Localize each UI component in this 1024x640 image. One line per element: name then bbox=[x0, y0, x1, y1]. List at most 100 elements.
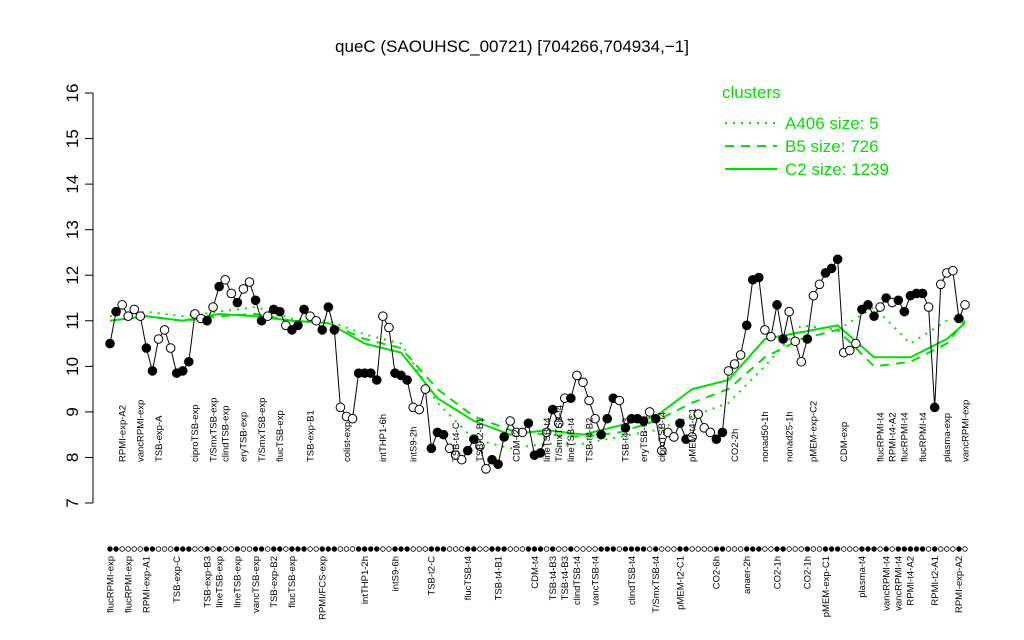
sample-point bbox=[111, 306, 121, 317]
sample-point bbox=[693, 409, 703, 419]
sample-point bbox=[547, 404, 558, 415]
sample-marker bbox=[616, 546, 623, 552]
sample-marker bbox=[925, 546, 932, 552]
sample-marker bbox=[507, 546, 513, 552]
sample-point bbox=[365, 368, 376, 378]
sample-marker bbox=[380, 546, 386, 552]
sample-marker bbox=[149, 546, 156, 552]
sample-marker bbox=[822, 546, 829, 552]
legend-title: clusters bbox=[722, 83, 781, 102]
x-tick-label: TSB-t2-B1 bbox=[475, 418, 486, 462]
sample-point bbox=[475, 441, 485, 451]
y-tick-label: 8 bbox=[63, 453, 82, 462]
sample-point bbox=[208, 302, 218, 312]
sample-marker bbox=[653, 546, 659, 552]
sample-point bbox=[814, 279, 825, 290]
sample-point bbox=[499, 432, 509, 442]
y-tick-label: 9 bbox=[63, 407, 82, 416]
x-tick-label: vancRPMI-exp bbox=[136, 400, 147, 462]
x-tick-label: lineTSB-t4 bbox=[542, 418, 553, 462]
sample-marker bbox=[847, 546, 853, 552]
sample-marker bbox=[549, 546, 556, 552]
sample-marker bbox=[240, 546, 247, 552]
sample-marker bbox=[762, 546, 768, 552]
sample-point bbox=[220, 274, 231, 285]
sample-marker bbox=[950, 546, 956, 552]
sample-point bbox=[117, 300, 127, 310]
x-tick-label: ciproTSB-exp bbox=[190, 404, 201, 462]
sample-marker bbox=[113, 546, 119, 552]
sample-point bbox=[899, 306, 910, 317]
x-tick-label: vancRPMI-t4 bbox=[881, 556, 892, 611]
sample-marker bbox=[325, 546, 331, 552]
sample-point bbox=[760, 325, 770, 335]
sample-point bbox=[262, 311, 273, 322]
sample-marker bbox=[343, 546, 350, 552]
sample-marker bbox=[865, 546, 871, 552]
sample-marker bbox=[701, 546, 707, 552]
sample-marker bbox=[525, 546, 532, 552]
legend-label: B5 size: 726 bbox=[785, 137, 879, 156]
sample-marker bbox=[271, 546, 277, 552]
sample-marker bbox=[174, 546, 180, 552]
sample-point bbox=[250, 295, 261, 306]
sample-marker bbox=[689, 546, 695, 552]
x-tick-label: RPMI/FCS-exp bbox=[318, 556, 329, 620]
sample-marker bbox=[483, 546, 489, 552]
sample-marker bbox=[877, 546, 883, 552]
sample-point bbox=[274, 306, 285, 317]
sample-point bbox=[772, 300, 782, 310]
sample-marker bbox=[853, 546, 859, 552]
sample-point bbox=[596, 429, 606, 440]
sample-marker bbox=[962, 546, 968, 552]
sample-marker bbox=[519, 546, 526, 552]
sample-marker bbox=[361, 546, 368, 552]
x-tick-label: clindTSB-exp bbox=[221, 406, 232, 463]
sample-marker bbox=[828, 546, 835, 552]
sample-point bbox=[778, 334, 788, 344]
sample-point bbox=[766, 331, 776, 342]
sample-point bbox=[675, 418, 685, 429]
sample-marker bbox=[750, 546, 756, 552]
legend-label: A406 size: 5 bbox=[785, 114, 879, 133]
sample-marker bbox=[695, 546, 701, 552]
sample-point bbox=[584, 395, 594, 406]
x-tick-label: vancRPMI-t4 bbox=[894, 556, 905, 611]
sample-point bbox=[141, 343, 152, 353]
sample-marker bbox=[798, 546, 804, 552]
sample-marker bbox=[731, 546, 738, 552]
sample-marker bbox=[543, 546, 550, 552]
sample-marker bbox=[198, 546, 204, 552]
sample-marker bbox=[956, 546, 962, 552]
sample-marker bbox=[725, 546, 732, 552]
sample-marker bbox=[301, 546, 307, 552]
sample-point bbox=[184, 356, 194, 367]
sample-marker bbox=[277, 546, 283, 552]
x-tick-label: T/SmxTSB-t4 bbox=[651, 556, 662, 613]
sample-point bbox=[717, 427, 728, 438]
sample-marker bbox=[489, 546, 495, 552]
sample-marker bbox=[537, 546, 544, 552]
sample-point bbox=[754, 272, 764, 283]
sample-marker bbox=[834, 546, 841, 552]
x-tick-label: TSB-t4-B2 bbox=[584, 418, 595, 462]
sample-point bbox=[420, 384, 431, 394]
sample-point bbox=[335, 402, 346, 413]
sample-point bbox=[384, 322, 394, 333]
sample-point bbox=[462, 445, 473, 456]
sample-marker bbox=[295, 546, 301, 552]
sample-marker bbox=[938, 546, 944, 552]
sample-marker bbox=[665, 546, 671, 552]
sample-marker bbox=[465, 546, 471, 552]
x-tick-label: intTHP1-2h bbox=[360, 556, 371, 604]
y-tick-label: 16 bbox=[63, 84, 82, 103]
sample-marker bbox=[452, 546, 459, 552]
sample-marker bbox=[416, 546, 422, 552]
sample-point bbox=[238, 284, 249, 294]
sample-point bbox=[456, 454, 467, 465]
sample-point bbox=[844, 345, 855, 356]
sample-marker bbox=[634, 546, 641, 552]
x-tick-label: clindTSB-t4 bbox=[572, 556, 583, 605]
sample-marker bbox=[931, 546, 938, 552]
